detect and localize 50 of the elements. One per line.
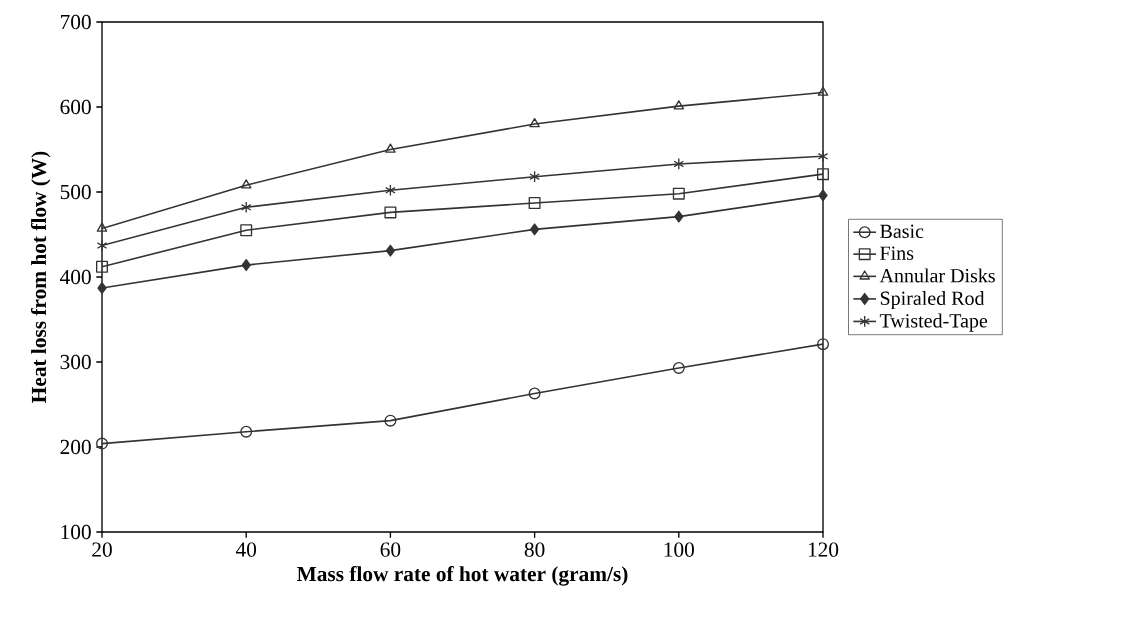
- y-tick-label: 700: [61, 14, 91, 30]
- point: [529, 117, 540, 128]
- point: [240, 201, 252, 214]
- point: [672, 361, 685, 374]
- point: [96, 222, 108, 232]
- point: [96, 437, 109, 450]
- point: [241, 259, 251, 272]
- point: [817, 338, 829, 351]
- point: [384, 414, 397, 427]
- y-tick-label: 200: [60, 439, 91, 455]
- point: [817, 86, 829, 96]
- point: [385, 143, 396, 153]
- x-axis-title: Mass flow rate of hot water (gram/s): [296, 565, 628, 586]
- x-tick-label: 60: [380, 542, 401, 557]
- y-tick-label: 300: [60, 354, 91, 370]
- legend-label: Annular Disks: [879, 268, 995, 283]
- point: [96, 260, 109, 273]
- point: [673, 100, 685, 110]
- x-tick-label: 120: [808, 542, 839, 557]
- point: [529, 170, 540, 183]
- x-tick-label: 20: [92, 542, 112, 557]
- point: [384, 206, 397, 219]
- point: [674, 210, 684, 223]
- point: [817, 150, 829, 163]
- legend-label: Spiraled Rod: [880, 290, 985, 310]
- point: [240, 179, 252, 189]
- point: [528, 387, 541, 400]
- x-tick-label: 40: [235, 542, 257, 557]
- legend-label: Twisted-Tape: [879, 313, 988, 332]
- point: [96, 239, 108, 252]
- y-tick-label: 600: [60, 99, 91, 115]
- point: [529, 223, 540, 236]
- y-axis-title: Heat loss from hot flow (W): [30, 151, 51, 403]
- point: [385, 184, 396, 197]
- x-tick-label: 80: [524, 542, 545, 557]
- point: [240, 224, 253, 237]
- point: [818, 189, 828, 202]
- x-tick-label: 100: [664, 542, 694, 557]
- point: [240, 425, 253, 438]
- legend-label: Basic: [880, 224, 924, 239]
- y-tick-label: 100: [61, 524, 91, 540]
- y-tick-label: 500: [60, 184, 91, 200]
- point: [97, 282, 107, 295]
- point: [672, 187, 685, 200]
- y-tick-label: 400: [60, 269, 91, 285]
- point: [817, 168, 829, 181]
- point: [528, 197, 541, 210]
- legend-label: Fins: [880, 246, 914, 260]
- point: [385, 244, 396, 257]
- point: [673, 157, 685, 170]
